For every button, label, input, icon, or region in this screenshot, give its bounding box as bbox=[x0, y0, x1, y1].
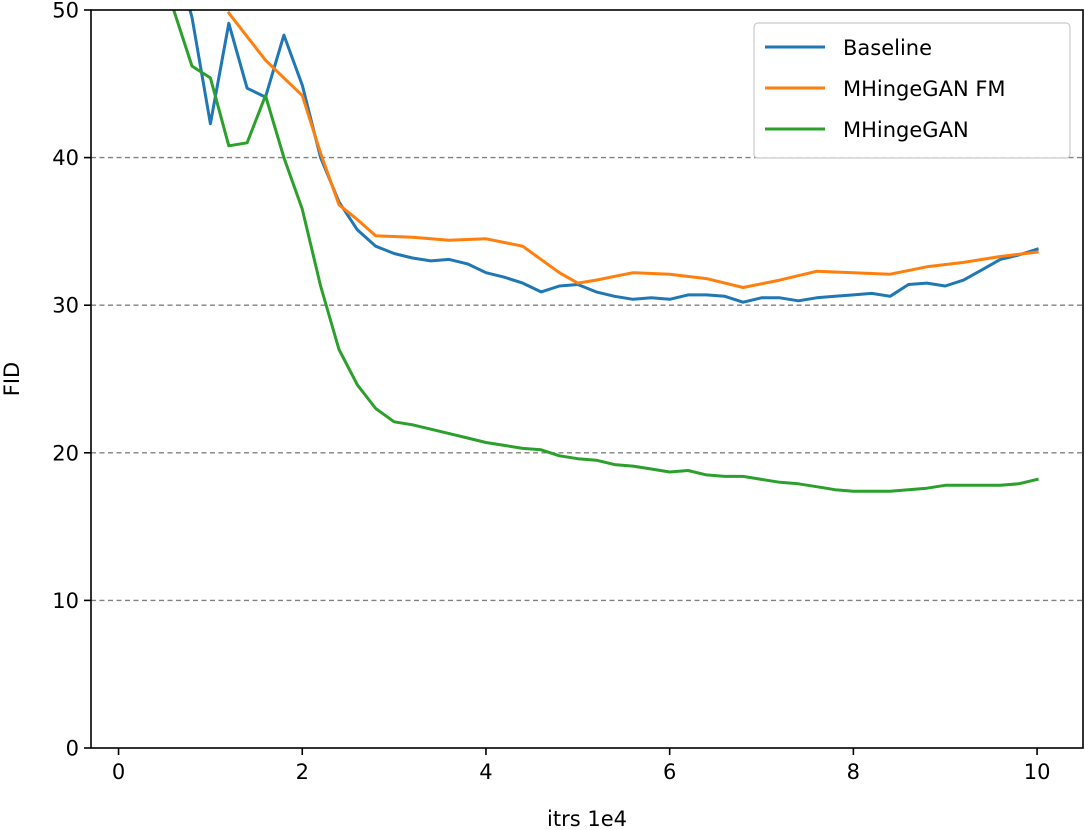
series-line-2 bbox=[172, 10, 1039, 493]
y-axis-label: FID bbox=[0, 362, 24, 396]
x-tick-label: 8 bbox=[847, 760, 860, 784]
legend: Baseline MHingeGAN FM MHingeGAN bbox=[753, 22, 1071, 159]
legend-label-0: Baseline bbox=[843, 36, 932, 60]
x-tick-label: 6 bbox=[663, 760, 676, 784]
series-line-1 bbox=[226, 10, 1039, 289]
x-tick-label: 0 bbox=[112, 760, 125, 784]
plot-frame bbox=[90, 9, 1084, 749]
legend-box bbox=[753, 22, 1071, 159]
y-tick-label: 40 bbox=[52, 146, 79, 170]
legend-label-1: MHingeGAN FM bbox=[843, 77, 1006, 101]
grid-lines bbox=[91, 156, 1083, 602]
y-tick-label: 30 bbox=[52, 294, 79, 318]
y-tick-label: 0 bbox=[66, 737, 79, 761]
x-tick-label: 4 bbox=[479, 760, 492, 784]
x-tick-label: 10 bbox=[1024, 760, 1051, 784]
y-tick-label: 20 bbox=[52, 441, 79, 465]
y-axis-ticks: 0 10 20 30 40 50 bbox=[52, 0, 91, 761]
x-axis-ticks: 0 2 4 6 8 10 bbox=[112, 748, 1051, 784]
legend-label-2: MHingeGAN bbox=[843, 118, 969, 142]
series-lines bbox=[172, 10, 1039, 493]
x-axis-label: itrs 1e4 bbox=[547, 807, 627, 830]
y-tick-label: 10 bbox=[52, 589, 79, 613]
x-tick-label: 2 bbox=[296, 760, 309, 784]
y-tick-label: 50 bbox=[52, 0, 79, 23]
